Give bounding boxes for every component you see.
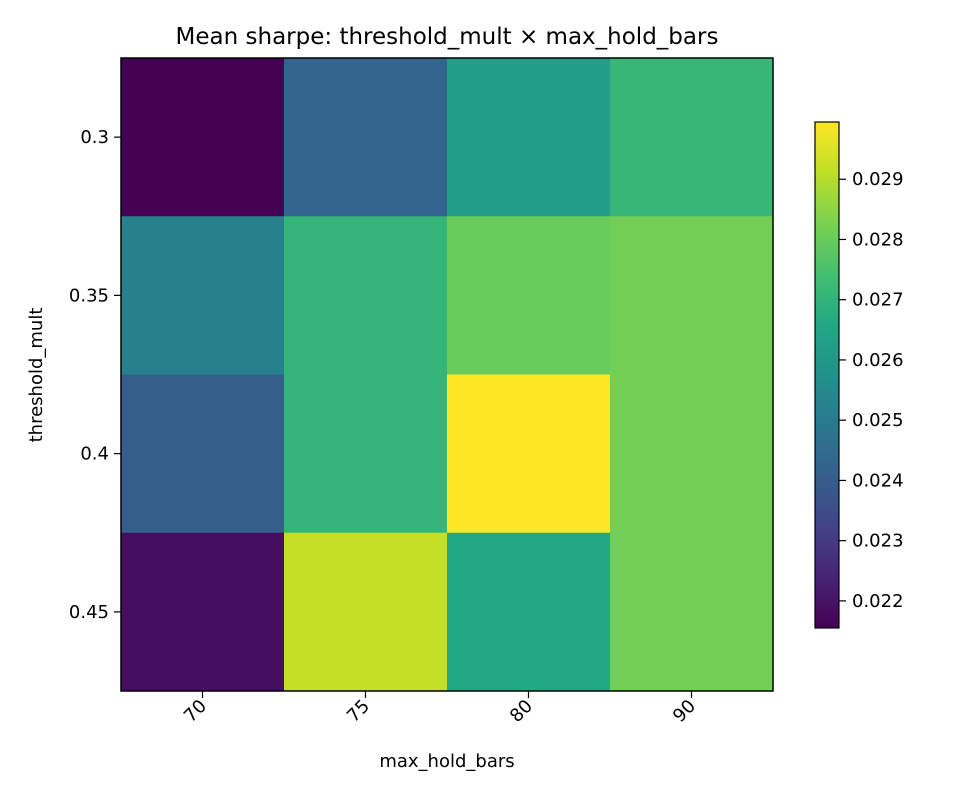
colorbar-tick-label: 0.025 [852, 410, 904, 431]
x-axis-ticks: 70 75 80 90 [180, 691, 700, 727]
heatmap-cell [447, 216, 611, 375]
heatmap-cell [284, 374, 448, 534]
x-tick-label: 70 [180, 696, 211, 727]
heatmap-cell [610, 532, 774, 692]
colorbar [814, 121, 840, 629]
colorbar-tick-label: 0.026 [852, 350, 904, 371]
heatmap-cell [610, 58, 774, 217]
heatmap-cell [121, 374, 285, 534]
colorbar-tick-label: 0.024 [852, 470, 904, 491]
y-tick-label: 0.35 [69, 285, 109, 306]
x-tick-label: 90 [669, 696, 700, 727]
colorbar-tick-label: 0.022 [852, 591, 904, 612]
heatmap-cell [121, 216, 285, 375]
y-tick-label: 0.3 [80, 127, 109, 148]
y-tick-label: 0.4 [80, 444, 109, 465]
heatmap-cell [284, 532, 448, 692]
heatmap-cell [447, 58, 611, 217]
y-tick-label: 0.45 [69, 602, 109, 623]
heatmap-cell [447, 374, 611, 534]
heatmap-cells [121, 58, 774, 692]
plot-frame [120, 57, 774, 692]
colorbar-tick-label: 0.023 [852, 531, 904, 552]
colorbar-tick-label: 0.027 [852, 290, 904, 311]
heatmap-cell [284, 58, 448, 217]
colorbar-tick-label: 0.028 [852, 229, 904, 250]
y-axis-ticks: 0.3 0.35 0.4 0.45 [69, 127, 121, 623]
x-tick-label: 80 [506, 696, 537, 727]
colorbar-tick-label: 0.029 [852, 169, 904, 190]
chart-title: Mean sharpe: threshold_mult × max_hold_b… [176, 24, 719, 50]
heatmap-cell [610, 216, 774, 375]
heatmap-cell [121, 532, 285, 692]
heatmap-cell [447, 532, 611, 692]
x-tick-label: 75 [343, 696, 374, 727]
x-axis-title: max_hold_bars [379, 751, 514, 772]
colorbar-ticks: 0.022 0.023 0.024 0.025 0.026 0.027 0.028 0.029 [839, 169, 904, 612]
heatmap-cell [121, 58, 285, 217]
heatmap-cell [610, 374, 774, 534]
y-axis-title: threshold_mult [26, 308, 47, 443]
heatmap-cell [284, 216, 448, 375]
